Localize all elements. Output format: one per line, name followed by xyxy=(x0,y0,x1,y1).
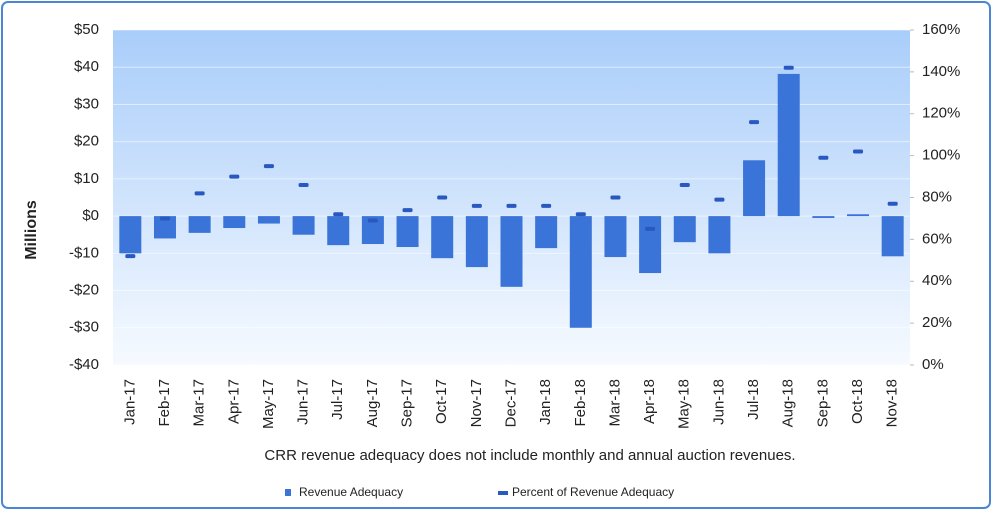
x-tick-label: Sep-18 xyxy=(814,379,831,427)
x-tick-label: Jan-17 xyxy=(121,379,138,425)
percent-marker xyxy=(541,203,552,208)
y2-tick-label: 80% xyxy=(922,188,952,205)
y-tick-label: $20 xyxy=(74,133,99,150)
percent-marker xyxy=(402,208,413,213)
bar xyxy=(535,216,558,249)
percent-marker xyxy=(506,203,517,208)
bar xyxy=(708,216,731,254)
y2-tick-label: 20% xyxy=(922,314,952,331)
note: CRR revenue adequacy does not include mo… xyxy=(264,447,795,464)
percent-marker xyxy=(575,212,586,217)
x-tick-label: May-18 xyxy=(676,379,693,429)
y2-tick-label: 40% xyxy=(922,272,952,289)
percent-marker xyxy=(159,216,170,221)
y2-tick-label: 160% xyxy=(922,21,960,38)
y-tick-label: $30 xyxy=(74,95,99,112)
x-tick-label: Jul-18 xyxy=(745,379,762,420)
percent-marker xyxy=(263,164,274,169)
y-tick-label: -$30 xyxy=(69,319,99,336)
percent-marker xyxy=(471,203,482,208)
bar xyxy=(673,216,696,243)
bar xyxy=(327,216,350,246)
percent-marker xyxy=(749,120,760,125)
x-tick-label: Nov-17 xyxy=(468,379,485,427)
bar xyxy=(188,216,211,233)
percent-marker xyxy=(853,149,864,154)
percent-marker xyxy=(125,254,136,259)
percent-marker xyxy=(645,226,656,231)
percent-marker xyxy=(783,65,794,70)
y-tick-label: -$10 xyxy=(69,244,99,261)
bar xyxy=(119,216,142,254)
y-tick-label: $10 xyxy=(74,170,99,187)
y2-tick-label: 60% xyxy=(922,230,952,247)
y-axis-label: Millions xyxy=(23,200,40,260)
bar xyxy=(847,214,870,217)
legend-swatch xyxy=(498,491,508,495)
bar xyxy=(569,216,592,328)
x-tick-label: Jun-18 xyxy=(710,379,727,425)
legend-label: Percent of Revenue Adequacy xyxy=(512,485,674,499)
bar xyxy=(639,216,662,274)
percent-marker xyxy=(298,182,309,187)
y2-tick-label: 140% xyxy=(922,63,960,80)
percent-marker xyxy=(714,197,725,202)
x-tick-label: Sep-17 xyxy=(399,379,416,427)
x-tick-label: Dec-17 xyxy=(502,379,519,427)
plot-area xyxy=(113,30,910,365)
percent-marker xyxy=(437,195,448,200)
x-tick-label: Jan-18 xyxy=(537,379,554,425)
x-tick-label: Apr-17 xyxy=(225,379,242,424)
bar xyxy=(881,216,904,257)
y2-tick-label: 120% xyxy=(922,105,960,122)
y-tick-label: $40 xyxy=(74,58,99,75)
percent-marker xyxy=(367,218,378,223)
x-tick-label: Feb-17 xyxy=(156,379,173,427)
bar xyxy=(431,216,454,259)
y2-tick-label: 0% xyxy=(922,356,944,373)
bar xyxy=(777,73,800,217)
y-tick-label: $0 xyxy=(82,207,99,224)
bar xyxy=(465,216,488,268)
x-tick-label: Aug-17 xyxy=(364,379,381,427)
x-tick-label: Aug-18 xyxy=(780,379,797,427)
percent-marker xyxy=(887,201,898,206)
x-tick-label: Apr-18 xyxy=(641,379,658,424)
x-tick-label: Jun-17 xyxy=(295,379,312,425)
bar xyxy=(223,216,246,229)
bar xyxy=(500,216,523,287)
y-tick-label: -$40 xyxy=(69,356,99,373)
percent-marker xyxy=(194,191,205,196)
x-tick-label: Nov-18 xyxy=(884,379,901,427)
y-tick-label: -$20 xyxy=(69,282,99,299)
bar xyxy=(361,216,384,245)
bar xyxy=(396,216,419,248)
legend-swatch xyxy=(285,489,291,496)
percent-marker xyxy=(229,174,240,179)
bar xyxy=(153,216,176,239)
x-tick-label: Jul-17 xyxy=(329,379,346,420)
y-tick-label: $50 xyxy=(74,21,99,38)
x-tick-label: May-17 xyxy=(260,379,277,429)
legend-label: Revenue Adequacy xyxy=(299,485,403,499)
x-tick-label: Oct-18 xyxy=(849,379,866,424)
percent-marker xyxy=(679,182,690,187)
bar xyxy=(604,216,627,258)
x-tick-label: Mar-17 xyxy=(191,379,208,427)
bar xyxy=(812,216,835,218)
bar xyxy=(292,216,315,235)
y2-tick-label: 100% xyxy=(922,147,960,164)
bar xyxy=(257,216,280,224)
x-tick-label: Oct-17 xyxy=(433,379,450,424)
x-tick-label: Mar-18 xyxy=(606,379,623,427)
percent-marker xyxy=(610,195,621,200)
percent-marker xyxy=(818,155,829,160)
x-tick-label: Feb-18 xyxy=(572,379,589,427)
bar xyxy=(743,160,766,217)
percent-marker xyxy=(333,212,344,217)
